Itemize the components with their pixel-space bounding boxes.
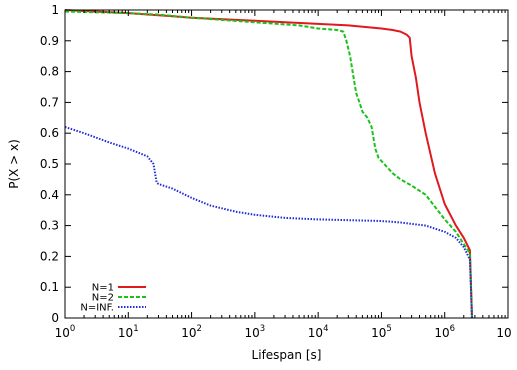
x-tick-label: 100 (55, 324, 76, 340)
y-tick-label: 0.9 (40, 34, 59, 48)
y-tick-label: 0.6 (40, 126, 59, 140)
y-tick-label: 0.7 (40, 95, 59, 109)
x-axis-label: Lifespan [s] (252, 348, 322, 362)
series-line-2 (64, 10, 473, 319)
y-tick-label: 0.4 (40, 188, 59, 202)
y-tick-label: 0.1 (40, 280, 59, 294)
series-layer (64, 9, 473, 319)
x-tick-label: 103 (245, 324, 266, 340)
x-tick-label: 104 (308, 324, 329, 340)
x-tick-label: 102 (181, 324, 202, 340)
x-tick-label: 101 (118, 324, 139, 340)
legend-label-3: N=INF. (80, 303, 114, 314)
y-tick-label: 0 (51, 311, 59, 325)
x-tick-label: 106 (434, 324, 455, 340)
y-tick-label: 0.8 (40, 65, 59, 79)
y-tick-label: 0.2 (40, 249, 59, 263)
legend-label-2: N=2 (92, 293, 114, 304)
legend-label-1: N=1 (92, 283, 114, 294)
ticks-layer: 0 0.1 0.2 0.3 0.4 0.5 0.6 0.7 0.8 0.9 1 100 101 102 10… (40, 3, 512, 340)
y-axis-label: P(X > x) (7, 139, 21, 189)
x-tick-label: 10 (496, 326, 511, 340)
series-line-3 (64, 126, 473, 319)
x-tick-label: 105 (371, 324, 392, 340)
y-tick-label: 1 (51, 3, 59, 17)
y-tick-label: 0.3 (40, 219, 59, 233)
legend: N=1N=2N=INF. (80, 283, 146, 314)
plot-frame (64, 9, 509, 319)
series-line-1 (64, 9, 473, 319)
y-tick-label: 0.5 (40, 157, 59, 171)
